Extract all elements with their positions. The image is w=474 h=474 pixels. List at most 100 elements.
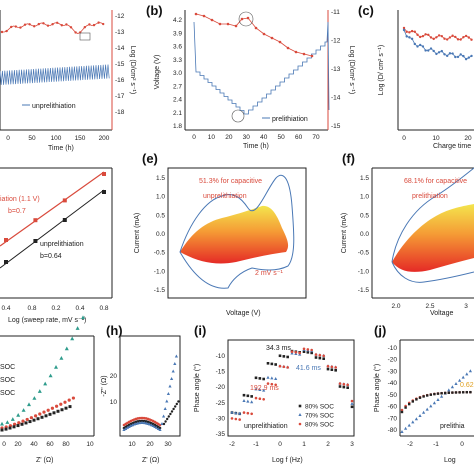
data-points bbox=[230, 347, 354, 421]
point-60-soc bbox=[16, 424, 20, 428]
data-point-red bbox=[440, 34, 443, 38]
point-prelithiation bbox=[4, 238, 8, 242]
point-series-a-tail bbox=[175, 402, 178, 406]
point-80-soc-red bbox=[258, 397, 262, 401]
point-series-c bbox=[156, 426, 160, 430]
point-70-soc bbox=[238, 411, 242, 415]
data-point bbox=[278, 40, 282, 44]
panel-b: (b) 0 10 20 30 40 50 60 70 4.2 3.9 3.6 3.3 3.0 2.7 2.… bbox=[146, 3, 355, 150]
data-point-red bbox=[464, 34, 468, 38]
y-tick-label: -1.0 bbox=[154, 268, 166, 275]
x-tick-label: 30 bbox=[164, 441, 172, 448]
data-point bbox=[28, 23, 31, 26]
x-tick-label: 20 bbox=[14, 441, 22, 448]
point-80-soc bbox=[38, 412, 42, 416]
point-80-soc-black bbox=[302, 350, 306, 353]
point-series-c-tail bbox=[168, 384, 172, 388]
point-60-soc bbox=[24, 421, 28, 425]
point-60-soc bbox=[8, 426, 12, 430]
point-series-c-tail bbox=[165, 399, 169, 403]
data-point-blue bbox=[446, 54, 449, 58]
x-axis-label: Log (sweep rate, mV s⁻¹) bbox=[8, 317, 86, 324]
point-80-soc-red bbox=[290, 350, 294, 354]
point-blue bbox=[418, 414, 422, 417]
legend-marker bbox=[298, 404, 302, 408]
annotation-sample: prelithiation bbox=[412, 193, 448, 200]
point-blue bbox=[436, 398, 440, 401]
data-point bbox=[51, 22, 54, 26]
annotation-capacitive: 68.1% for capacitive bbox=[404, 178, 467, 185]
legend-label: 70% SOC bbox=[305, 413, 334, 420]
point-70-soc bbox=[48, 373, 53, 378]
point-80-soc-black bbox=[250, 395, 253, 398]
point-80-soc-black bbox=[334, 369, 337, 372]
data-point bbox=[56, 21, 59, 24]
point-series-c bbox=[154, 425, 159, 429]
capacitive-area bbox=[392, 204, 474, 272]
panel-label: (b) bbox=[146, 3, 163, 18]
point-70-soc bbox=[59, 355, 64, 360]
series-line-voltage bbox=[193, 21, 330, 115]
point-blue bbox=[400, 430, 404, 433]
point-black bbox=[444, 391, 447, 395]
point-80-soc-black bbox=[314, 356, 318, 359]
data-point-blue bbox=[451, 52, 454, 55]
point-80-soc bbox=[50, 406, 55, 410]
point-unprelithiation bbox=[102, 190, 106, 194]
point-70-soc bbox=[230, 410, 234, 414]
y-tick-labels: -10 -20 -30 -40 -50 -60 -70 -80 bbox=[388, 345, 398, 434]
point-80-soc-red bbox=[346, 383, 349, 387]
point-80-soc-red bbox=[270, 382, 274, 386]
x-tick-labels: 0 10 20 30 40 50 60 70 bbox=[192, 134, 320, 141]
point-80-soc-red bbox=[274, 383, 277, 387]
point-70-soc bbox=[75, 326, 80, 330]
data-point-blue bbox=[448, 52, 452, 55]
series-points-diffusivity bbox=[194, 12, 314, 58]
point-black bbox=[433, 392, 436, 396]
y-tick-label: -70 bbox=[388, 415, 398, 422]
panel-c: (c) 0 10 20 Charge time Log (D/ cm² s⁻¹) bbox=[358, 3, 474, 150]
y2-tick-label: -14 bbox=[115, 45, 125, 52]
point-series-a-tail bbox=[164, 420, 167, 423]
data-points bbox=[0, 315, 85, 432]
point-series-c-tail bbox=[170, 377, 174, 380]
y2-tick-labels: -12 -13 -14 -15 -16 -17 -18 bbox=[115, 13, 125, 116]
point-60-soc bbox=[68, 405, 72, 409]
point-70-soc bbox=[250, 400, 254, 404]
data-point bbox=[254, 26, 258, 30]
data-point-red bbox=[413, 30, 416, 33]
y-tick-label: 3.0 bbox=[173, 70, 182, 77]
y2-tick-label: -15 bbox=[115, 61, 125, 68]
point-80-soc-red bbox=[302, 347, 306, 351]
data-point bbox=[97, 21, 100, 24]
point-80-soc-black bbox=[310, 351, 313, 355]
x-tick-label: 10 bbox=[86, 441, 94, 448]
y-tick-label: 2.4 bbox=[173, 97, 182, 104]
point-70-soc bbox=[16, 413, 21, 417]
point-black bbox=[462, 391, 465, 394]
point-80-soc-black bbox=[342, 385, 346, 389]
panel-label: (f) bbox=[342, 151, 355, 166]
point-70-soc bbox=[32, 396, 37, 400]
point-80-soc-black bbox=[346, 386, 349, 389]
y-tick-label: 20 bbox=[110, 373, 118, 380]
point-80-soc bbox=[71, 396, 75, 400]
data-point bbox=[234, 24, 238, 28]
point-series-c-tail bbox=[160, 422, 164, 425]
y-tick-label: -1.0 bbox=[358, 268, 370, 275]
x-tick-label: 0 bbox=[460, 441, 464, 448]
legend: 80% SOC 70% SOC 80% SOC bbox=[298, 404, 334, 429]
point-blue bbox=[432, 401, 436, 405]
x-tick-label: 2 bbox=[326, 441, 330, 448]
y-tick-labels: 1.5 1.0 0.5 0.0 -0.5 -1.0 -1.5 bbox=[358, 175, 370, 294]
panel-f: (f) 1.5 1.0 0.5 0.0 -0.5 -1.0 -1.5 2.0 2.5 3 68.… bbox=[341, 151, 474, 317]
data-point bbox=[202, 14, 206, 18]
point-black bbox=[469, 390, 472, 394]
panel-i: (i) -2 -1 0 1 2 3 -10-15-20-25-30-35 34.3 ms … bbox=[193, 323, 355, 464]
x-tick-label: 0.4 bbox=[1, 305, 10, 312]
data-point bbox=[102, 22, 105, 26]
y-tick-label: -50 bbox=[388, 392, 398, 399]
point-60-soc bbox=[32, 418, 36, 422]
